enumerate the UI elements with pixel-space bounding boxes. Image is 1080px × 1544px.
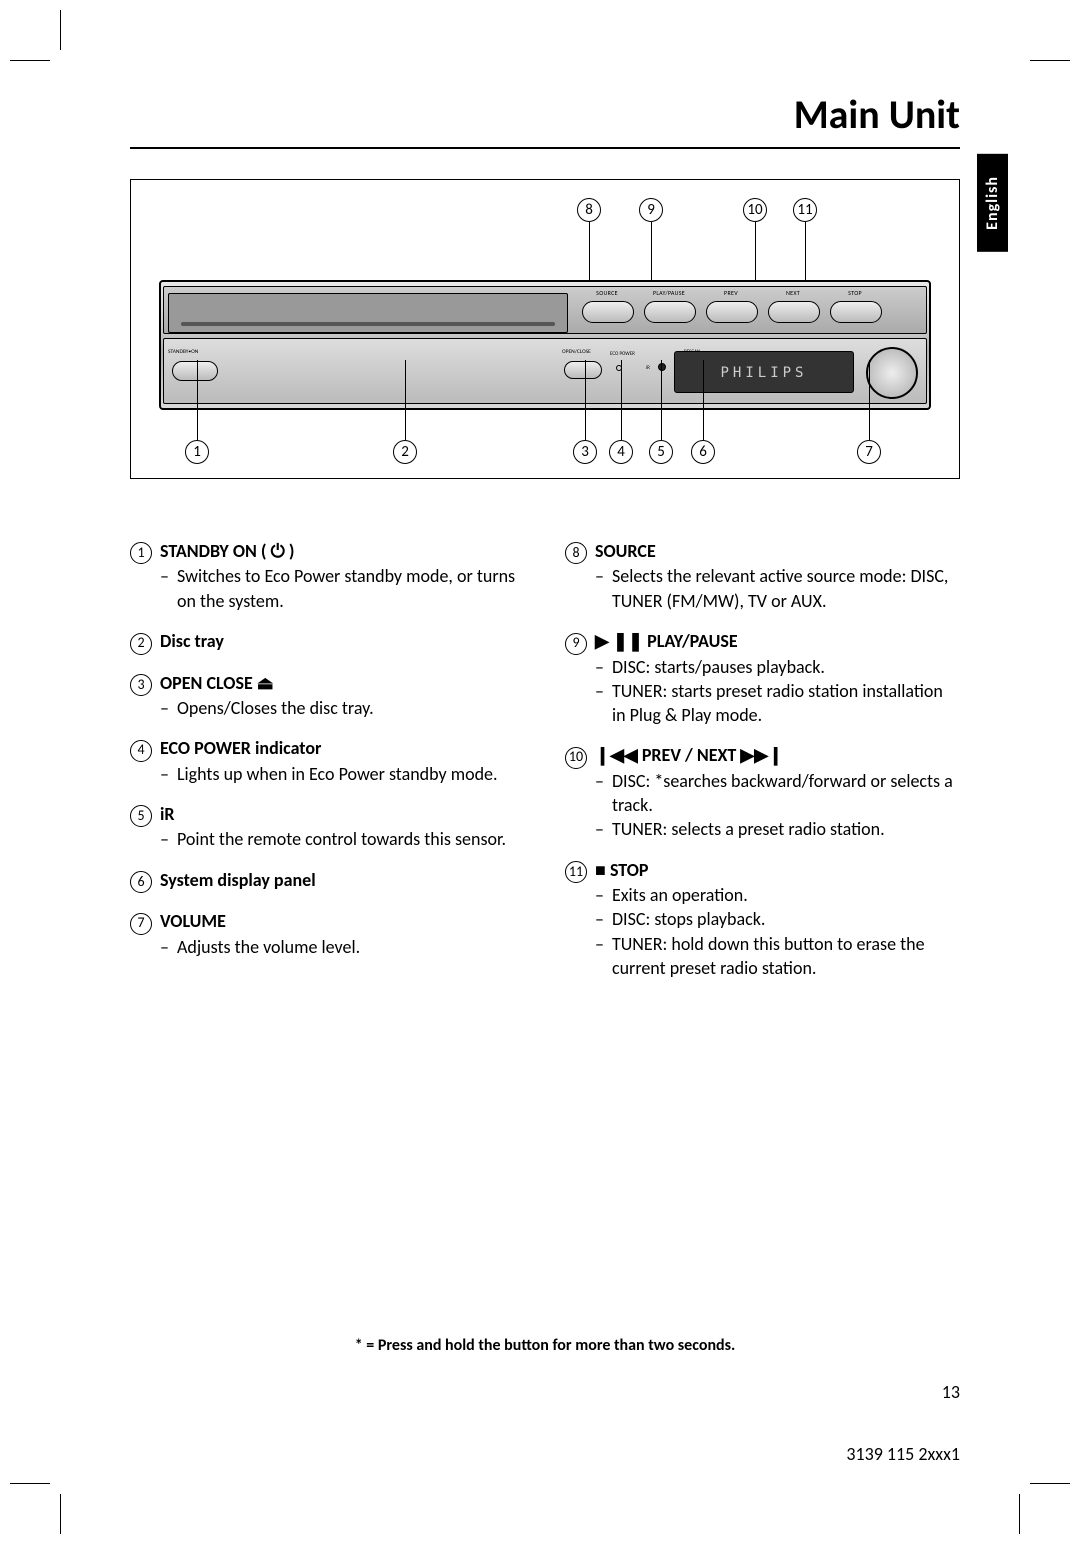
item-description: Switches to Eco Power standby mode, or t… xyxy=(177,564,525,613)
item-description: TUNER: starts preset radio station insta… xyxy=(612,679,960,728)
item-11: 11■ STOP–Exits an operation.–DISC: stops… xyxy=(565,858,960,981)
item-description: TUNER: hold down this button to erase th… xyxy=(612,932,960,981)
item-2: 2 Disc tray xyxy=(130,629,525,654)
item-description: DISC: *searches backward/forward or sele… xyxy=(612,769,960,818)
item-title: ■ STOP xyxy=(595,858,648,882)
item-title: STANDBY ON ( ⏻ ) xyxy=(160,539,295,563)
item-number: 7 xyxy=(130,913,152,935)
display-panel: PHILIPS xyxy=(674,351,854,393)
unit-bottom-strip: STANDBY•ON OPEN/CLOSE ECO POWER iR RESCA… xyxy=(163,338,927,404)
label-openclose: OPEN/CLOSE xyxy=(562,349,591,355)
item-description: Adjusts the volume level. xyxy=(177,935,360,959)
label-next: NEXT xyxy=(758,289,828,297)
label-prev: PREV xyxy=(696,289,766,297)
item-title: OPEN CLOSE ⏏ xyxy=(160,671,274,695)
item-description: DISC: stops playback. xyxy=(612,907,765,931)
callout-5: 5 xyxy=(649,440,673,464)
item-number: 9 xyxy=(565,633,587,655)
callout-10: 10 xyxy=(743,198,767,222)
callout-4: 4 xyxy=(609,440,633,464)
right-column: 8SOURCE–Selects the relevant active sour… xyxy=(565,539,960,996)
item-title: iR xyxy=(160,802,175,826)
item-title: ECO POWER indicator xyxy=(160,736,321,760)
volume-knob[interactable] xyxy=(866,347,918,399)
label-stop: STOP xyxy=(820,289,890,297)
page-title: Main Unit xyxy=(130,90,960,149)
document-id: 3139 115 2xxx1 xyxy=(130,1443,960,1465)
left-column: 1STANDBY ON ( ⏻ )–Switches to Eco Power … xyxy=(130,539,525,996)
item-6: 6 System display panel xyxy=(130,868,525,893)
unit-top-strip: SOURCE PLAY/PAUSE PREV NEXT STOP xyxy=(163,286,927,334)
playpause-button[interactable] xyxy=(644,301,696,323)
item-description: Selects the relevant active source mode:… xyxy=(612,564,960,613)
item-number: 2 xyxy=(130,633,152,655)
item-title: SOURCE xyxy=(595,539,656,563)
callout-1: 1 xyxy=(185,440,209,464)
item-description: Lights up when in Eco Power standby mode… xyxy=(177,762,498,786)
item-9: 9▶ ❚❚ PLAY/PAUSE–DISC: starts/pauses pla… xyxy=(565,629,960,727)
callout-6: 6 xyxy=(691,440,715,464)
item-description: Exits an operation. xyxy=(612,883,748,907)
prev-button[interactable] xyxy=(706,301,758,323)
item-title: ❙◀◀ PREV / NEXT ▶▶❙ xyxy=(595,743,783,767)
stop-button[interactable] xyxy=(830,301,882,323)
item-number: 8 xyxy=(565,542,587,564)
standby-button[interactable] xyxy=(172,361,218,381)
item-number: 3 xyxy=(130,674,152,696)
source-button[interactable] xyxy=(582,301,634,323)
footnote: * = Press and hold the button for more t… xyxy=(130,1336,960,1355)
item-10: 10❙◀◀ PREV / NEXT ▶▶❙–DISC: *searches ba… xyxy=(565,743,960,841)
label-playpause: PLAY/PAUSE xyxy=(634,289,704,297)
main-unit-illustration: SOURCE PLAY/PAUSE PREV NEXT STOP STANDBY… xyxy=(159,280,931,410)
description-columns: 1STANDBY ON ( ⏻ )–Switches to Eco Power … xyxy=(130,539,960,996)
label-source: SOURCE xyxy=(572,289,642,297)
unit-diagram: 8 9 10 11 SOURCE PLAY/PAUSE PREV NEXT STOP … xyxy=(130,179,960,479)
item-description: DISC: starts/pauses playback. xyxy=(612,655,825,679)
item-number: 5 xyxy=(130,805,152,827)
item-3: 3OPEN CLOSE ⏏–Opens/Closes the disc tray… xyxy=(130,671,525,721)
page-number: 13 xyxy=(130,1381,960,1403)
item-title: ▶ ❚❚ PLAY/PAUSE xyxy=(595,629,738,653)
item-5: 5iR–Point the remote control towards thi… xyxy=(130,802,525,852)
item-number: 11 xyxy=(565,861,587,883)
item-number: 6 xyxy=(130,871,152,893)
item-title: VOLUME xyxy=(160,909,226,933)
label-standby: STANDBY•ON xyxy=(168,349,198,355)
callout-3: 3 xyxy=(573,440,597,464)
disc-tray xyxy=(168,293,568,333)
item-description: TUNER: selects a preset radio station. xyxy=(612,817,885,841)
item-description: Opens/Closes the disc tray. xyxy=(177,696,374,720)
item-number: 4 xyxy=(130,740,152,762)
callout-8: 8 xyxy=(577,198,601,222)
language-tab: English xyxy=(977,154,1008,252)
item-title: System display panel xyxy=(160,868,316,892)
openclose-button[interactable] xyxy=(564,361,602,379)
next-button[interactable] xyxy=(768,301,820,323)
item-number: 10 xyxy=(565,747,587,769)
item-number: 1 xyxy=(130,542,152,564)
item-description: Point the remote control towards this se… xyxy=(177,827,506,851)
ir-sensor xyxy=(658,363,666,371)
callout-11: 11 xyxy=(793,198,817,222)
item-title: Disc tray xyxy=(160,629,224,653)
label-ir: iR xyxy=(646,365,650,371)
callout-9: 9 xyxy=(639,198,663,222)
item-8: 8SOURCE–Selects the relevant active sour… xyxy=(565,539,960,613)
item-7: 7VOLUME–Adjusts the volume level. xyxy=(130,909,525,959)
label-eco: ECO POWER xyxy=(610,351,635,357)
page: Main Unit English 891011 SOURCE PLAY/PAU… xyxy=(130,90,960,1465)
callout-7: 7 xyxy=(857,440,881,464)
item-1: 1STANDBY ON ( ⏻ )–Switches to Eco Power … xyxy=(130,539,525,613)
item-4: 4ECO POWER indicator–Lights up when in E… xyxy=(130,736,525,786)
callout-2: 2 xyxy=(393,440,417,464)
